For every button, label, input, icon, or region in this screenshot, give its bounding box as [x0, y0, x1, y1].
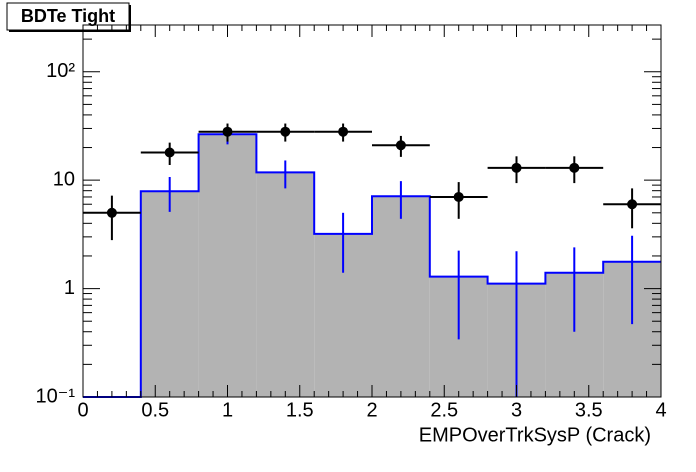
- y-tick-label: 1: [64, 277, 75, 299]
- x-axis-label: EMPOverTrkSysP (Crack): [419, 424, 651, 446]
- x-tick-label: 2.5: [430, 399, 458, 421]
- data-point: [338, 126, 349, 137]
- y-tick-label: 10²: [46, 60, 75, 82]
- data-point: [569, 162, 580, 173]
- x-tick-label: 3: [511, 399, 522, 421]
- x-tick-label: 0.5: [141, 399, 169, 421]
- data-point: [106, 207, 117, 218]
- histogram-bar: [140, 191, 199, 397]
- histogram-outline: [83, 133, 661, 398]
- data-point: [280, 126, 291, 137]
- histogram-bar: [372, 196, 430, 397]
- data-point: [395, 140, 406, 151]
- y-tick-label: 10: [53, 168, 75, 190]
- histogram-bar: [198, 134, 257, 397]
- x-tick-label: 1.5: [286, 399, 314, 421]
- data-point: [222, 126, 233, 137]
- x-tick-label: 0: [77, 399, 88, 421]
- data-point: [627, 199, 638, 210]
- x-tick-label: 1: [222, 399, 233, 421]
- x-tick-label: 2: [366, 399, 377, 421]
- histogram-bar: [256, 172, 315, 397]
- chart-title: BDTe Tight: [21, 6, 115, 26]
- y-tick-label: 10⁻¹: [36, 385, 76, 407]
- data-point: [511, 162, 522, 173]
- data-point: [164, 147, 175, 158]
- data-point: [453, 191, 464, 202]
- x-tick-label: 4: [655, 399, 666, 421]
- x-tick-label: 3.5: [575, 399, 603, 421]
